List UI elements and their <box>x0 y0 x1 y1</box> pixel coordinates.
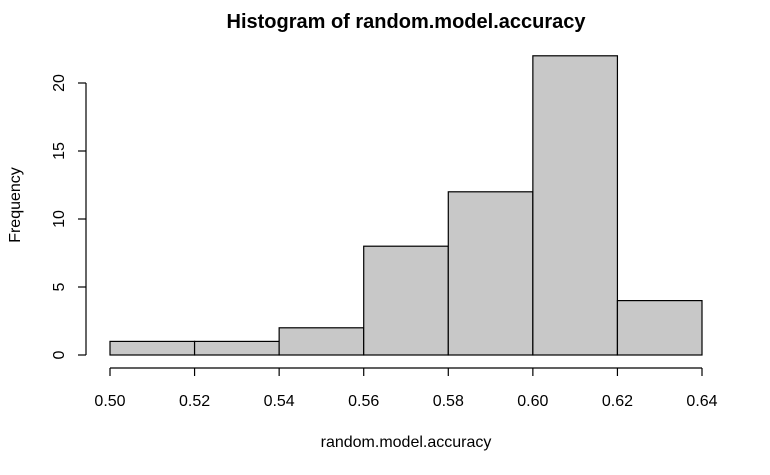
y-axis: 0 5 10 15 20 <box>51 74 87 359</box>
histogram-bar-3 <box>363 245 449 356</box>
x-tick-label: 0.58 <box>433 393 464 410</box>
x-tick-label: 0.52 <box>179 393 210 410</box>
x-tick-label: 0.50 <box>94 393 125 410</box>
histogram-bar-6 <box>616 300 703 356</box>
y-tick-label: 10 <box>51 210 68 228</box>
x-tick-label: 0.54 <box>264 393 295 410</box>
histogram-bar-5 <box>532 55 619 356</box>
histogram-bar-0 <box>109 340 196 356</box>
x-tick-label: 0.56 <box>348 393 379 410</box>
y-tick-label: 5 <box>51 282 68 291</box>
bars-group <box>109 55 703 356</box>
histogram-bar-1 <box>193 340 280 356</box>
histogram-bar-2 <box>278 327 365 356</box>
x-axis: 0.50 0.52 0.54 0.56 0.58 0.60 0.62 0.64 <box>94 367 718 410</box>
y-axis-label: Frequency <box>7 167 24 243</box>
chart-title: Histogram of random.model.accuracy <box>227 11 587 33</box>
histogram-bar-4 <box>447 191 534 356</box>
x-tick-label: 0.62 <box>602 393 633 410</box>
y-tick-label: 20 <box>51 74 68 92</box>
y-tick-label: 15 <box>51 142 68 160</box>
x-tick-label: 0.60 <box>517 393 548 410</box>
x-axis-label: random.model.accuracy <box>321 434 492 451</box>
y-tick-label: 0 <box>51 350 68 359</box>
x-tick-label: 0.64 <box>686 393 717 410</box>
